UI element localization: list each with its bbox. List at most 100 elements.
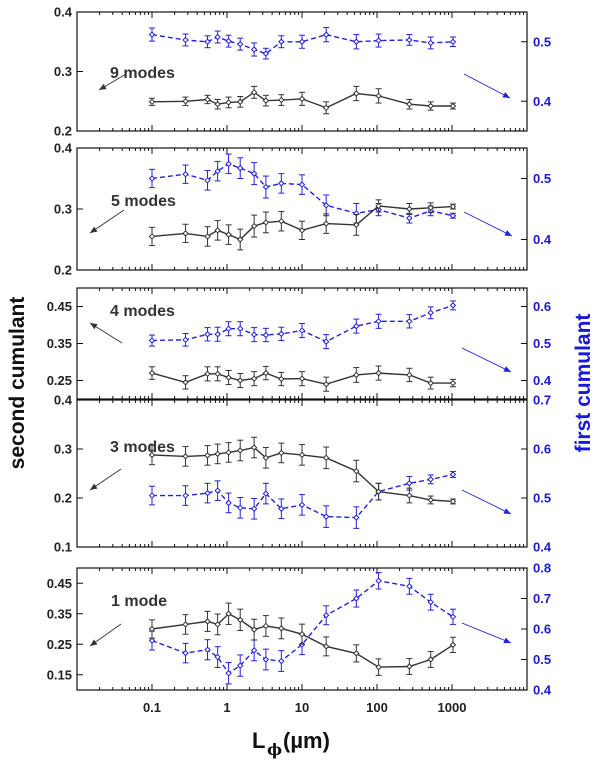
left-tick-label: 0.3 [54, 442, 72, 457]
first-cumulant-point [278, 657, 285, 665]
right-axis-arrow [463, 211, 513, 237]
right-tick-label: 0.6 [533, 299, 551, 314]
panel-label: 4 modes [110, 303, 175, 320]
second-cumulant-point [204, 618, 211, 625]
second-cumulant-point [250, 89, 258, 96]
first-cumulant-point [322, 612, 330, 619]
right-tick-label: 0.6 [533, 442, 551, 457]
second-cumulant-series [148, 365, 457, 392]
first-cumulant-point [262, 331, 270, 339]
left-tick-label: 0.35 [47, 336, 72, 351]
second-cumulant-point [236, 377, 244, 384]
right-tick-label: 0.4 [533, 373, 552, 388]
left-tick-label: 0.3 [54, 64, 72, 79]
second-cumulant-point [262, 97, 270, 104]
first-cumulant-point [427, 309, 434, 316]
second-cumulant-point [225, 610, 232, 617]
second-cumulant-point [250, 222, 258, 230]
second-cumulant-point [214, 101, 221, 108]
right-axis-arrow-head [503, 508, 511, 514]
second-cumulant-point [353, 371, 360, 379]
first-cumulant-point [182, 171, 189, 178]
right-tick-label: 0.4 [533, 540, 552, 555]
first-cumulant-point [250, 505, 258, 512]
first-cumulant-point [148, 31, 156, 38]
second-cumulant-point [278, 625, 285, 632]
second-cumulant-series [148, 199, 457, 251]
first-cumulant-series [148, 300, 457, 350]
first-cumulant-point [375, 577, 382, 585]
first-cumulant-point [236, 504, 244, 512]
second-cumulant-point [148, 233, 156, 240]
second-cumulant-point [214, 450, 221, 458]
first-cumulant-point [250, 647, 258, 654]
second-cumulant-point [148, 625, 156, 633]
second-cumulant-point [204, 370, 211, 378]
first-cumulant-point [182, 336, 189, 344]
second-cumulant-point [225, 99, 232, 106]
first-cumulant-point [322, 202, 330, 209]
first-cumulant-series [148, 153, 457, 224]
first-cumulant-point [262, 490, 270, 497]
x-axis-label: L ϕ (µm) [252, 728, 330, 759]
second-cumulant-point [250, 626, 258, 633]
second-cumulant-point [236, 236, 244, 243]
first-cumulant-point [406, 583, 413, 590]
first-cumulant-point [449, 302, 457, 309]
first-cumulant-point [278, 180, 285, 187]
left-tick-label: 0.3 [54, 202, 72, 217]
right-axis-arrow [461, 489, 512, 515]
second-cumulant-point [148, 98, 156, 106]
second-cumulant-point [427, 102, 434, 110]
first-cumulant-line [151, 580, 454, 675]
first-cumulant-point [298, 38, 306, 45]
left-tick-label: 0.15 [47, 667, 72, 682]
first-cumulant-point [204, 331, 211, 338]
second-cumulant-point [214, 621, 221, 628]
second-cumulant-point [236, 98, 244, 106]
second-cumulant-point [375, 202, 382, 210]
first-cumulant-point [225, 37, 232, 45]
first-cumulant-point [278, 38, 285, 45]
left-axis-arrow-head [90, 483, 98, 490]
first-cumulant-line [151, 304, 454, 343]
first-cumulant-point [182, 649, 189, 657]
right-tick-label: 0.4 [533, 232, 552, 247]
right-tick-label: 0.5 [533, 491, 551, 506]
left-tick-label: 0.25 [47, 373, 72, 388]
right-tick-label: 0.7 [533, 591, 551, 606]
first-cumulant-point [353, 514, 360, 521]
second-cumulant-point [182, 379, 189, 386]
second-cumulant-series [148, 85, 457, 115]
first-cumulant-point [148, 637, 156, 644]
left-tick-label: 0.45 [47, 576, 72, 591]
first-cumulant-point [236, 164, 244, 172]
first-cumulant-point [406, 480, 413, 487]
second-cumulant-point [375, 488, 382, 495]
second-cumulant-point [250, 375, 258, 382]
panel-label: 3 modes [110, 439, 175, 456]
second-cumulant-line [151, 612, 454, 668]
panel-5: 0.15 0.25 0.35 0.45 0.4 0.5 0.6 0.7 0.8 1 mode [47, 561, 552, 698]
second-cumulant-line [151, 91, 453, 109]
second-cumulant-point [353, 650, 360, 657]
first-cumulant-point [204, 38, 211, 45]
left-tick-label: 0.25 [47, 637, 72, 652]
second-cumulant-point [427, 379, 434, 387]
panel-2: 0.2 0.3 0.4 0.4 0.5 5 modes [54, 141, 552, 278]
second-cumulant-point [225, 231, 232, 238]
second-cumulant-point [427, 496, 434, 504]
first-cumulant-point [214, 653, 221, 661]
first-cumulant-point [214, 167, 221, 175]
first-cumulant-point [204, 646, 211, 653]
second-cumulant-point [236, 447, 244, 454]
left-tick-label: 0.4 [54, 5, 73, 20]
second-cumulant-point [427, 656, 434, 663]
first-cumulant-point [406, 36, 413, 44]
second-cumulant-series [148, 436, 457, 505]
first-cumulant-point [225, 670, 232, 677]
second-cumulant-point [278, 449, 285, 457]
first-cumulant-point [225, 499, 232, 507]
first-cumulant-line [151, 33, 454, 55]
